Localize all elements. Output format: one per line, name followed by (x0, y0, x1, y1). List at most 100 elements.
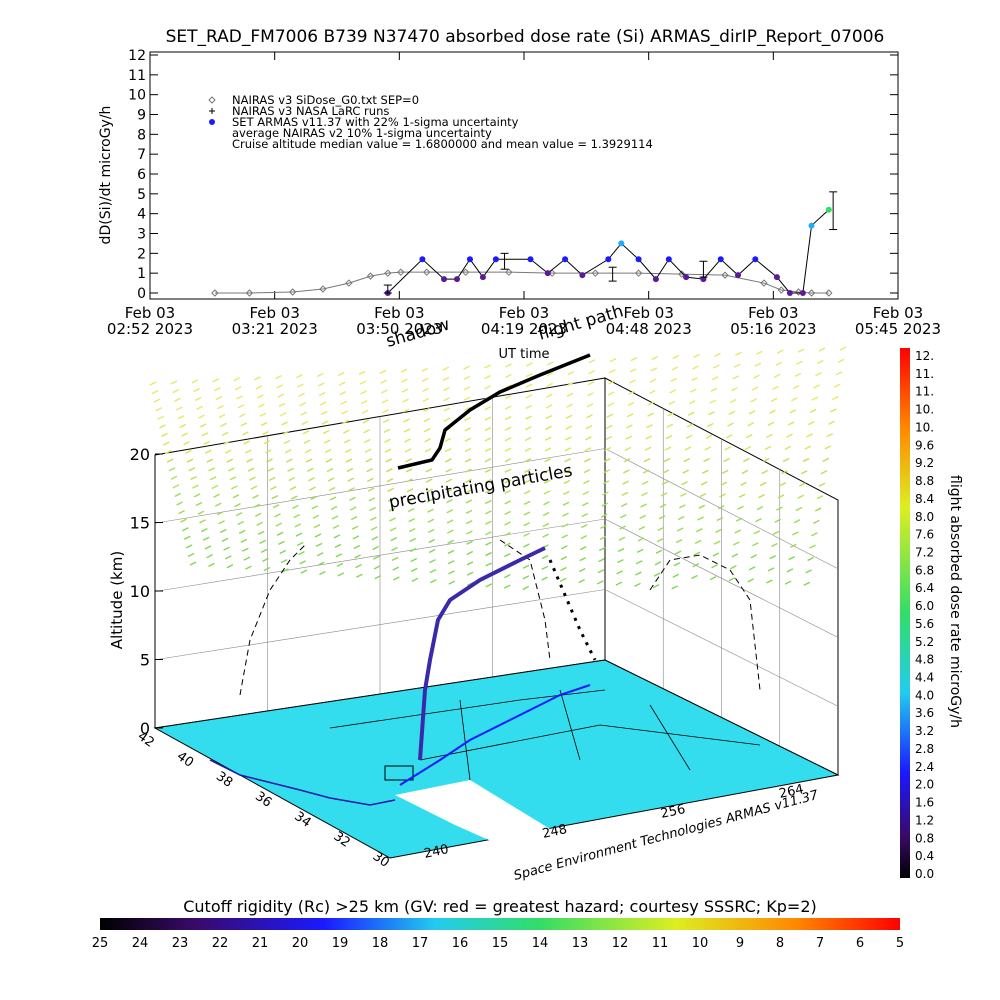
field-dash (688, 400, 696, 405)
field-dash (835, 371, 843, 376)
field-dash (657, 526, 665, 531)
field-dash (290, 495, 298, 500)
field-dash (672, 573, 680, 578)
field-dash (809, 544, 816, 549)
field-dash (681, 481, 688, 486)
field-dash (727, 422, 734, 427)
field-dash (170, 475, 178, 480)
field-dash (317, 561, 325, 566)
field-dash (639, 514, 647, 519)
field-dash (299, 402, 306, 407)
field-dash (262, 557, 269, 563)
field-dash (696, 528, 703, 533)
field-dash (617, 547, 625, 553)
field-dash (339, 391, 347, 396)
field-dash (809, 408, 817, 414)
field-dash (254, 512, 262, 517)
field-dash (336, 562, 344, 568)
field-dash (464, 427, 471, 432)
armas-point (735, 272, 742, 279)
field-dash (301, 420, 309, 426)
field-dash (690, 388, 697, 393)
field-dash (364, 448, 372, 453)
field-dash (484, 458, 492, 463)
field-dash (465, 509, 473, 514)
field-dash (638, 526, 646, 531)
field-dash (260, 548, 268, 554)
field-dash (271, 495, 279, 500)
x-tick-date: Feb 03 (125, 304, 175, 322)
field-dash (332, 524, 340, 530)
field-dash (307, 467, 314, 472)
field-dash (803, 581, 811, 586)
field-dash (179, 423, 187, 428)
field-dash (365, 458, 373, 463)
x-tick-date: Feb 03 (873, 304, 923, 322)
field-dash (174, 397, 181, 402)
field-dash (623, 469, 630, 474)
field-dash (661, 480, 669, 486)
field-dash (466, 561, 474, 566)
field-dash (565, 414, 573, 419)
field-dash (562, 512, 569, 517)
field-dash (599, 535, 607, 541)
field-dash (561, 534, 569, 539)
ground-map (153, 659, 840, 859)
field-dash (697, 516, 704, 521)
field-dash (465, 499, 473, 504)
field-dash (386, 468, 393, 473)
field-dash (170, 380, 178, 385)
field-dash (655, 549, 663, 554)
field-dash (504, 531, 511, 537)
field-dash (221, 431, 229, 436)
field-dash (662, 469, 670, 474)
field-dash (485, 510, 492, 515)
field-dash (305, 458, 313, 463)
field-dash (674, 550, 682, 555)
nairas-point (825, 289, 833, 297)
field-dash (630, 356, 638, 362)
field-dash (349, 496, 356, 502)
x-tick-date: Feb 03 (499, 304, 549, 322)
field-dash (485, 520, 492, 525)
field-dash (422, 387, 429, 392)
legend-text: NAIRAS v3 NASA LaRC runs (232, 104, 389, 118)
rigidity-colorbar-rect (100, 918, 900, 930)
field-dash (559, 577, 567, 583)
field-dash (587, 381, 595, 386)
field-dash (227, 467, 235, 472)
field-dash (279, 412, 287, 417)
field-dash (791, 531, 799, 536)
field-dash (816, 494, 824, 500)
field-dash (735, 517, 743, 522)
error-bars (383, 191, 838, 294)
field-dash (281, 421, 288, 426)
field-dash (504, 479, 512, 484)
field-dash (693, 353, 700, 359)
field-dash (310, 495, 317, 501)
field-dash (373, 555, 380, 560)
field-dash (355, 564, 362, 569)
field-dash (669, 389, 677, 394)
field-dash (713, 540, 721, 545)
dose-tick-label: 1.2 (915, 813, 934, 827)
field-dash (750, 398, 757, 403)
field-dash (523, 500, 531, 505)
field-dash (564, 447, 572, 452)
field-dash (235, 511, 243, 517)
field-dash (503, 584, 511, 589)
field-dash (363, 429, 370, 434)
field-dash (543, 490, 551, 495)
rigidity-tick-label: 8 (776, 936, 784, 951)
field-dash (578, 568, 586, 573)
field-dash (670, 377, 678, 383)
field-dash (421, 377, 429, 382)
field-dash (779, 482, 787, 487)
field-dash (621, 491, 629, 496)
field-dash (204, 545, 212, 550)
field-dash (833, 383, 841, 388)
field-dash (372, 545, 379, 551)
field-dash (811, 532, 818, 537)
